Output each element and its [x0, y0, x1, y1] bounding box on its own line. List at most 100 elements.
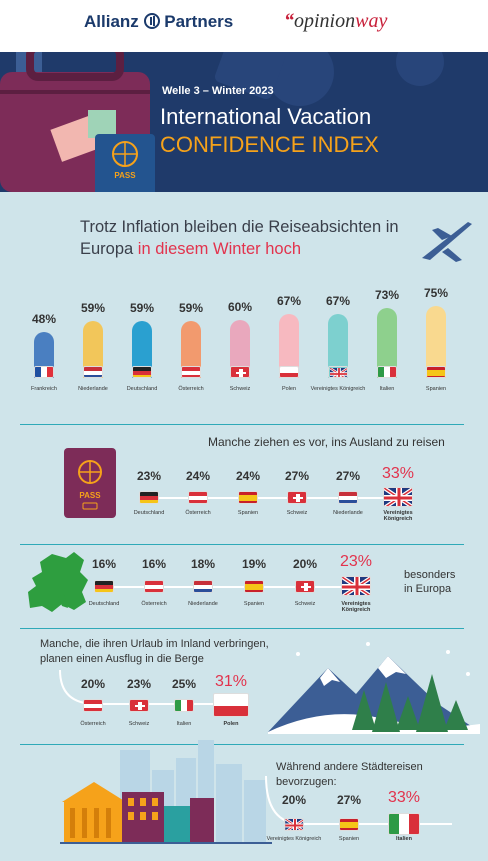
flag-niederlande-icon — [83, 366, 103, 378]
europe-label-spanien: Spanien — [243, 601, 265, 607]
mountains-label-italien: Italien — [176, 721, 192, 727]
flag-oesterreich-icon — [181, 366, 201, 378]
abroad-title: Manche ziehen es vor, ins Ausland zu rei… — [208, 435, 445, 449]
value-polen: 67% — [276, 293, 302, 308]
flag-niederlande-icon — [193, 579, 213, 593]
abroad-label-deutschland: Deutschland — [133, 510, 165, 516]
europe-note-1: besonders — [404, 569, 456, 581]
europe-label-deutschland: Deutschland — [88, 601, 120, 607]
abroad-connector — [146, 497, 406, 499]
abroad-value-niederlande: 27% — [335, 469, 361, 483]
europe-label-vereinigtes-koenigreich: Vereinigtes Königreich — [341, 601, 371, 613]
flag-polen-icon — [279, 366, 299, 378]
europe-value-vereinigtes-koenigreich: 23% — [339, 553, 373, 570]
flag-italien-icon — [388, 813, 420, 835]
mountains-value-schweiz: 23% — [126, 677, 152, 691]
cities-title: Während andere Städtereisen bevorzugen: — [276, 760, 423, 790]
flag-frankreich-icon — [34, 366, 54, 378]
divider-2 — [20, 544, 464, 545]
mountains-value-oesterreich: 20% — [80, 677, 106, 691]
value-italien: 73% — [374, 287, 400, 302]
bar-italien — [377, 307, 397, 378]
flag-vereinigtes-koenigreich-icon — [341, 576, 371, 596]
bar-schweiz — [230, 320, 250, 378]
flag-vereinigtes-koenigreich-icon — [284, 817, 304, 831]
cities-label-italien: Italien — [396, 836, 412, 842]
cities-value-vereinigtes-koenigreich: 20% — [281, 793, 307, 807]
wave-label: Welle 3 – Winter 2023 — [162, 85, 274, 97]
abroad-value-deutschland: 23% — [136, 469, 162, 483]
divider-3 — [20, 628, 464, 629]
flag-deutschland-icon — [139, 490, 159, 504]
europe-value-schweiz: 20% — [292, 557, 318, 571]
mountains-label-schweiz: Schweiz — [128, 721, 150, 727]
headline: Trotz Inflation bleiben die Reiseabsicht… — [80, 216, 420, 260]
mountains-title-1: Manche, die ihren Urlaub im Inland verbr… — [40, 638, 269, 650]
label-italien: Italien — [379, 386, 395, 392]
flag-schweiz-icon — [230, 366, 250, 378]
value-spanien: 75% — [423, 286, 449, 300]
top-bar: Allianz Partners “opinionway — [0, 0, 488, 52]
allianz-eagle-icon — [143, 13, 160, 29]
brand-way: way — [355, 10, 388, 32]
europe-value-spanien: 19% — [241, 557, 267, 571]
flag-italien-icon — [377, 366, 397, 378]
abroad-value-spanien: 24% — [235, 469, 261, 483]
divider-4 — [20, 744, 464, 745]
cities-title-1: Während andere Städtereisen — [276, 761, 423, 773]
hero-title-1: International Vacation — [160, 104, 372, 129]
europe-label-niederlande: Niederlande — [188, 601, 218, 607]
allianz-logo: Allianz Partners — [84, 12, 233, 32]
abroad-value-oesterreich: 24% — [185, 469, 211, 483]
flag-deutschland-icon — [94, 579, 114, 593]
abroad-label-schweiz: Schweiz — [286, 510, 308, 516]
bar-polen — [279, 313, 299, 378]
flag-vereinigtes-koenigreich-icon — [383, 487, 413, 507]
value-oesterreich: 59% — [178, 301, 204, 316]
europe-value-deutschland: 16% — [91, 557, 117, 571]
label-niederlande: Niederlande — [78, 386, 108, 392]
abroad-value-vereinigtes-koenigreich: 33% — [381, 465, 415, 482]
cities-title-2: bevorzugen: — [276, 776, 337, 788]
airplane-icon — [422, 222, 472, 262]
headline-part-2: in diesem Winter hoch — [137, 240, 302, 258]
value-schweiz: 60% — [227, 300, 253, 315]
headline-part-1: Trotz Inflation bleiben die Reiseabsicht… — [80, 218, 399, 258]
flag-schweiz-icon — [295, 579, 315, 593]
europe-note: besonders in Europa — [404, 568, 455, 596]
city-skyline-icon — [60, 740, 272, 844]
flag-schweiz-icon — [287, 490, 307, 504]
cities-label-spanien: Spanien — [338, 836, 360, 842]
cities-label-vereinigtes-koenigreich: Vereinigtes Königreich — [266, 836, 322, 842]
abroad-label-oesterreich: Österreich — [185, 510, 211, 516]
flag-vereinigtes-koenigreich-icon — [328, 366, 348, 378]
flag-oesterreich-icon — [83, 698, 103, 712]
cities-value-italien: 33% — [387, 789, 421, 806]
flag-polen-icon — [213, 693, 249, 717]
flag-spanien-icon — [426, 366, 446, 378]
mountains-value-polen: 31% — [214, 673, 248, 690]
label-oesterreich: Österreich — [178, 386, 204, 392]
europe-label-schweiz: Schweiz — [294, 601, 316, 607]
flag-oesterreich-icon — [188, 490, 208, 504]
hero-title-2: CONFIDENCE INDEX — [160, 132, 379, 157]
museum-icon — [62, 782, 126, 842]
mountains-label-oesterreich: Österreich — [80, 721, 106, 727]
label-schweiz: Schweiz — [229, 386, 251, 392]
value-vereinigtes-koenigreich: 67% — [325, 293, 351, 308]
europe-value-niederlande: 18% — [190, 557, 216, 571]
pass-label: PASS — [79, 491, 101, 500]
flag-niederlande-icon — [338, 490, 358, 504]
mountains-title: Manche, die ihren Urlaub im Inland verbr… — [40, 637, 269, 667]
europe-label-oesterreich: Österreich — [141, 601, 167, 607]
value-niederlande: 59% — [80, 301, 106, 316]
bar-niederlande — [83, 321, 103, 378]
value-deutschland: 59% — [129, 301, 155, 316]
hero-banner: PASS Welle 3 – Winter 2023 International… — [0, 52, 488, 192]
bar-oesterreich — [181, 321, 201, 378]
abroad-value-schweiz: 27% — [284, 469, 310, 483]
mountains-label-polen: Polen — [223, 721, 239, 727]
label-spanien: Spanien — [425, 386, 447, 392]
pass-label: PASS — [114, 171, 136, 180]
abroad-label-vereinigtes-koenigreich: Vereinigtes Königreich — [383, 510, 413, 522]
